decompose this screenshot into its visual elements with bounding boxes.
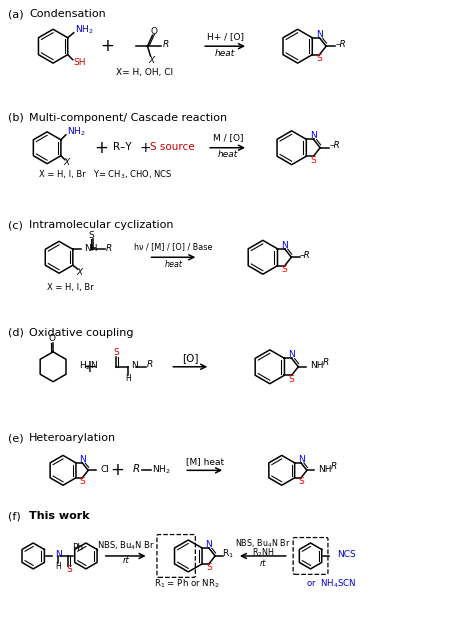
Text: +: + [140, 141, 151, 155]
Text: X: X [148, 56, 155, 65]
Text: S: S [317, 54, 322, 63]
Text: +: + [82, 358, 96, 376]
Text: NH$_2$: NH$_2$ [75, 23, 93, 36]
Text: N: N [288, 351, 295, 359]
Text: NH: NH [310, 361, 324, 370]
Text: NH$_2$: NH$_2$ [152, 463, 170, 476]
Text: +: + [110, 462, 124, 479]
Text: +: + [94, 138, 108, 157]
Text: N: N [310, 131, 317, 140]
Text: N: N [281, 241, 288, 250]
Text: NBS, Bu$_4$N Br: NBS, Bu$_4$N Br [235, 538, 291, 551]
Text: S: S [80, 478, 85, 486]
Text: [M] heat: [M] heat [186, 457, 224, 466]
Text: S: S [298, 478, 304, 486]
Text: R: R [106, 244, 112, 253]
Text: H$_2$N: H$_2$N [79, 359, 98, 372]
Text: NH: NH [318, 465, 331, 474]
Text: SH: SH [73, 58, 86, 67]
Text: (a): (a) [9, 10, 24, 19]
Text: N: N [298, 455, 304, 464]
Text: Heteroarylation: Heteroarylation [29, 434, 116, 443]
Text: –R: –R [330, 141, 340, 150]
Text: heat: heat [218, 150, 238, 159]
Text: X: X [77, 268, 83, 277]
Text: R$_1$: R$_1$ [222, 548, 234, 560]
Text: (f): (f) [9, 511, 21, 521]
Text: NH$_2$: NH$_2$ [67, 126, 85, 138]
Text: R$_2$NH: R$_2$NH [252, 547, 274, 559]
Text: S: S [282, 265, 288, 274]
Text: R: R [162, 40, 169, 49]
Text: (c): (c) [9, 220, 23, 231]
Text: rt: rt [260, 559, 266, 568]
Text: NH: NH [84, 244, 97, 253]
Text: S: S [89, 231, 95, 240]
Text: R: R [133, 464, 140, 474]
Text: –R: –R [300, 251, 310, 260]
Text: or  NH$_4$SCN: or NH$_4$SCN [306, 578, 356, 590]
Text: N: N [55, 551, 62, 559]
Text: N: N [79, 455, 86, 464]
Text: H: H [55, 563, 61, 572]
Text: (d): (d) [9, 328, 24, 338]
Text: S source: S source [150, 142, 195, 152]
Text: X = H, I, Br: X = H, I, Br [47, 283, 94, 291]
Text: heat: heat [164, 260, 182, 269]
Text: X = H, I, Br: X = H, I, Br [39, 170, 86, 179]
Text: Intramolecular cyclization: Intramolecular cyclization [29, 220, 174, 231]
Text: rt: rt [122, 556, 129, 565]
Text: X= H, OH, Cl: X= H, OH, Cl [116, 67, 173, 77]
Text: [O]: [O] [182, 353, 199, 363]
Text: (e): (e) [9, 434, 24, 443]
Text: Cl: Cl [100, 465, 109, 474]
Text: NBS, Bu$_4$N Br: NBS, Bu$_4$N Br [97, 540, 155, 552]
Text: H+ / [O]: H+ / [O] [207, 32, 244, 41]
Text: R: R [146, 360, 153, 370]
Text: S: S [310, 156, 317, 164]
Text: R: R [323, 358, 329, 367]
Text: S: S [206, 563, 212, 572]
Text: R–Y: R–Y [113, 142, 132, 152]
Text: S: S [289, 375, 294, 384]
Text: N: N [131, 361, 137, 370]
Text: heat: heat [215, 49, 235, 58]
Text: N: N [316, 30, 323, 39]
Text: Multi-component/ Cascade reaction: Multi-component/ Cascade reaction [29, 113, 228, 123]
Text: M / [O]: M / [O] [213, 133, 243, 142]
Text: N: N [205, 540, 212, 549]
Text: Y= CH$_3$, CHO, NCS: Y= CH$_3$, CHO, NCS [93, 168, 172, 181]
Text: R: R [331, 462, 337, 471]
Text: Ph: Ph [73, 544, 83, 552]
Text: R$_1$ = Ph or NR$_2$: R$_1$ = Ph or NR$_2$ [154, 578, 219, 590]
Text: (b): (b) [9, 113, 24, 123]
Text: –R: –R [336, 40, 346, 49]
Text: This work: This work [29, 511, 90, 521]
Text: O: O [49, 335, 55, 344]
Text: +: + [100, 37, 114, 55]
Text: O: O [151, 27, 158, 36]
Text: X: X [64, 158, 70, 167]
Text: S: S [66, 565, 72, 575]
Text: Condensation: Condensation [29, 10, 106, 19]
Text: Oxidative coupling: Oxidative coupling [29, 328, 134, 338]
Text: hν / [M] / [O] / Base: hν / [M] / [O] / Base [134, 242, 212, 251]
Text: H: H [125, 374, 130, 384]
Text: S: S [114, 349, 119, 358]
Text: NCS: NCS [337, 551, 356, 559]
